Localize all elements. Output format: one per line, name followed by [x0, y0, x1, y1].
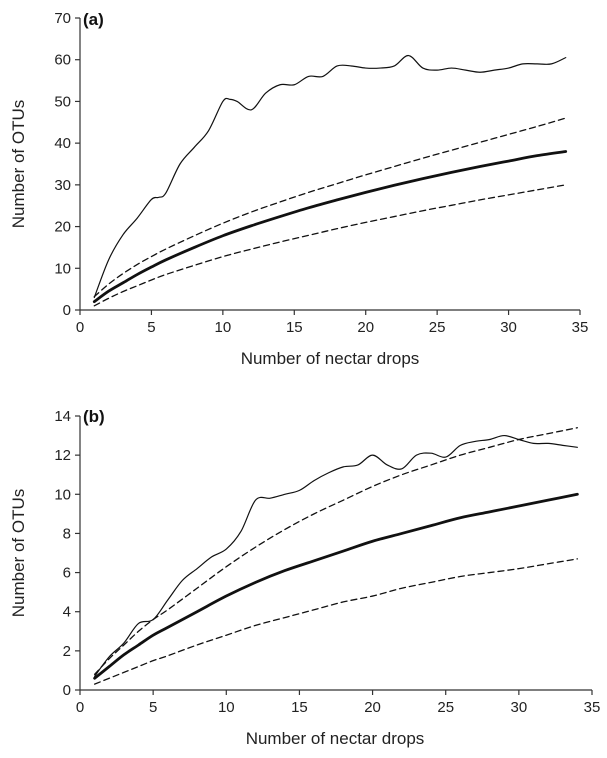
series-line-thin-solid-0 [93, 54, 567, 299]
y-tick-label: 0 [63, 682, 71, 699]
x-tick-label: 30 [500, 319, 517, 336]
panel-a-x-axis-title: Number of nectar drops [241, 349, 420, 368]
x-tick-label: 10 [215, 319, 232, 336]
y-tick-label: 40 [54, 135, 71, 152]
series-line-dashed-2 [93, 427, 579, 675]
y-tick-label: 6 [63, 565, 71, 582]
y-tick-label: 60 [54, 52, 71, 69]
x-tick-label: 0 [76, 699, 84, 716]
y-tick-label: 10 [54, 486, 71, 503]
panel-a-label: (a) [83, 10, 104, 29]
x-tick-label: 30 [511, 699, 528, 716]
y-tick-label: 20 [54, 219, 71, 236]
y-tick-label: 8 [63, 525, 71, 542]
y-tick-label: 4 [63, 604, 71, 621]
panel-b: (b) 0 2 4 6 8 10 12 14 0 5 10 15 20 25 30 35 Number of… [9, 407, 600, 748]
panel-b-label: (b) [83, 407, 105, 426]
x-tick-label: 20 [357, 319, 374, 336]
x-tick-label: 15 [286, 319, 303, 336]
x-tick-label: 0 [76, 319, 84, 336]
x-tick-label: 35 [584, 699, 601, 716]
x-tick-label: 35 [572, 319, 589, 336]
series-line-dashed-3 [93, 184, 567, 307]
series-line-thin-solid-0 [94, 434, 578, 677]
y-tick-label: 10 [54, 260, 71, 277]
y-tick-label: 14 [54, 408, 71, 425]
x-tick-label: 25 [437, 699, 454, 716]
panel-b-y-axis-title: Number of OTUs [9, 489, 28, 617]
y-tick-label: 70 [54, 10, 71, 27]
series-line-thick-solid-1 [92, 150, 568, 304]
x-tick-label: 5 [149, 699, 157, 716]
panel-a-y-ticks: 0 10 20 30 40 50 60 70 [54, 10, 80, 319]
y-tick-label: 0 [63, 302, 71, 319]
x-tick-label: 20 [364, 699, 381, 716]
x-tick-label: 15 [291, 699, 308, 716]
x-tick-label: 25 [429, 319, 446, 336]
panel-a: (a) 0 10 20 30 40 50 60 70 0 5 10 15 20 25 30 35 Numbe… [9, 10, 588, 368]
panel-b-x-axis-title: Number of nectar drops [246, 729, 425, 748]
x-tick-label: 5 [147, 319, 155, 336]
panel-b-series [93, 427, 579, 685]
y-tick-label: 2 [63, 643, 71, 660]
panel-b-x-ticks: 0 5 10 15 20 25 30 35 [76, 690, 601, 716]
panel-a-y-axis-title: Number of OTUs [9, 100, 28, 228]
y-tick-label: 50 [54, 93, 71, 110]
panel-a-series [92, 54, 568, 307]
series-line-thick-solid-1 [93, 492, 579, 680]
series-line-dashed-3 [93, 558, 579, 685]
x-tick-label: 10 [218, 699, 235, 716]
panel-a-x-ticks: 0 5 10 15 20 25 30 35 [76, 310, 589, 336]
y-tick-label: 12 [54, 447, 71, 464]
y-tick-label: 30 [54, 177, 71, 194]
panel-b-y-ticks: 0 2 4 6 8 10 12 14 [54, 408, 80, 699]
series-line-dashed-2 [93, 117, 567, 298]
